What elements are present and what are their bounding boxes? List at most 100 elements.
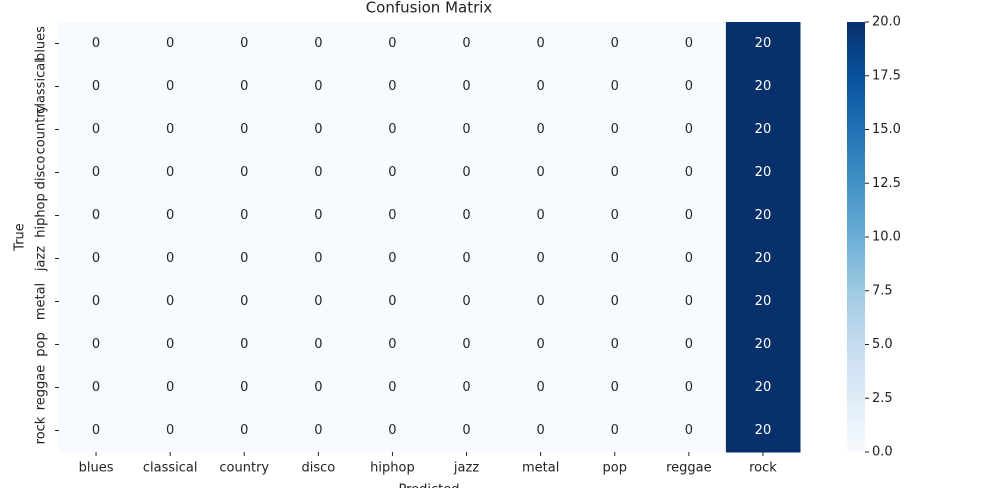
cell (133, 409, 208, 453)
cell (207, 22, 282, 66)
cell (281, 280, 356, 324)
cell-label: 0 (92, 251, 100, 266)
cell-label: 0 (166, 294, 174, 309)
x-tick-label: hiphop (370, 461, 415, 476)
colorbar-tick-label: 0.0 (872, 445, 893, 460)
cell (355, 194, 430, 238)
cell (725, 151, 801, 195)
cell (133, 366, 208, 410)
cell (59, 151, 134, 195)
cell (133, 108, 208, 152)
cell (651, 323, 727, 367)
cell-label: 0 (685, 337, 693, 352)
cell-label: 0 (240, 208, 248, 223)
cell-label: 0 (388, 122, 396, 137)
y-tick-label: rock (34, 416, 49, 444)
cell (651, 237, 727, 281)
cell-label: 0 (388, 337, 396, 352)
cell (207, 65, 282, 109)
cell (59, 280, 134, 324)
cell-label: 0 (166, 122, 174, 137)
cell (429, 323, 505, 367)
cell (133, 151, 208, 195)
cell (355, 323, 430, 367)
cell-label: 0 (166, 337, 174, 352)
cell-label: 0 (462, 36, 470, 51)
cell-label: 0 (611, 251, 619, 266)
cell (651, 194, 727, 238)
cell (577, 194, 653, 238)
cell-label: 0 (388, 36, 396, 51)
cell (281, 366, 356, 410)
cell-label: 0 (611, 208, 619, 223)
cell-label: 0 (685, 380, 693, 395)
cell (207, 151, 282, 195)
x-tick-label: metal (522, 461, 559, 476)
cell-label: 0 (240, 337, 248, 352)
cell-label: 0 (388, 208, 396, 223)
cell-label: 0 (685, 208, 693, 223)
cell (281, 151, 356, 195)
cell-label: 0 (537, 380, 545, 395)
cell-label: 0 (685, 294, 693, 309)
cell (59, 237, 134, 281)
cell (207, 409, 282, 453)
cell (725, 22, 801, 66)
cell (59, 409, 134, 453)
cell-label: 0 (462, 380, 470, 395)
cell-label: 20 (755, 79, 772, 94)
cell (355, 237, 430, 281)
y-tick-label: disco (34, 156, 49, 190)
cell (59, 366, 134, 410)
cell (207, 366, 282, 410)
cell (503, 280, 579, 324)
cell-label: 0 (537, 122, 545, 137)
y-tick-label: classical (34, 59, 49, 114)
cell (503, 323, 579, 367)
cell (725, 194, 801, 238)
cell (133, 65, 208, 109)
colorbar-tick-label: 10.0 (872, 230, 901, 245)
colorbar-tick-label: 17.5 (872, 68, 901, 83)
cell (577, 280, 653, 324)
cell-label: 0 (462, 208, 470, 223)
x-tick-label: reggae (666, 461, 712, 476)
y-tick-label: jazz (34, 246, 49, 272)
cell-label: 0 (166, 423, 174, 438)
colorbar-tick-label: 15.0 (872, 122, 901, 137)
cell-label: 0 (240, 36, 248, 51)
cell-label: 20 (755, 36, 772, 51)
cell (429, 151, 505, 195)
cell-label: 0 (166, 208, 174, 223)
x-tick-label: rock (749, 461, 777, 476)
cell-label: 0 (611, 165, 619, 180)
cell (577, 22, 653, 66)
cell (281, 65, 356, 109)
cell-label: 0 (166, 36, 174, 51)
cell-label: 0 (314, 380, 322, 395)
cell-label: 0 (685, 122, 693, 137)
cell (429, 108, 505, 152)
cell (503, 22, 579, 66)
cell-label: 0 (92, 36, 100, 51)
cell (281, 108, 356, 152)
x-tick-label: country (219, 461, 269, 476)
cell (577, 409, 653, 453)
cell (725, 409, 801, 453)
y-tick-label: country (34, 104, 49, 154)
cell-label: 0 (611, 423, 619, 438)
cell-label: 0 (388, 423, 396, 438)
x-tick-label: blues (79, 461, 114, 476)
cell-label: 0 (166, 79, 174, 94)
cell-label: 0 (388, 165, 396, 180)
cell-label: 0 (240, 165, 248, 180)
cell (133, 237, 208, 281)
cell-label: 0 (314, 337, 322, 352)
cell-label: 20 (755, 165, 772, 180)
cell-label: 0 (611, 79, 619, 94)
cell (207, 280, 282, 324)
cell (651, 151, 727, 195)
cell (651, 280, 727, 324)
cell (59, 22, 134, 66)
